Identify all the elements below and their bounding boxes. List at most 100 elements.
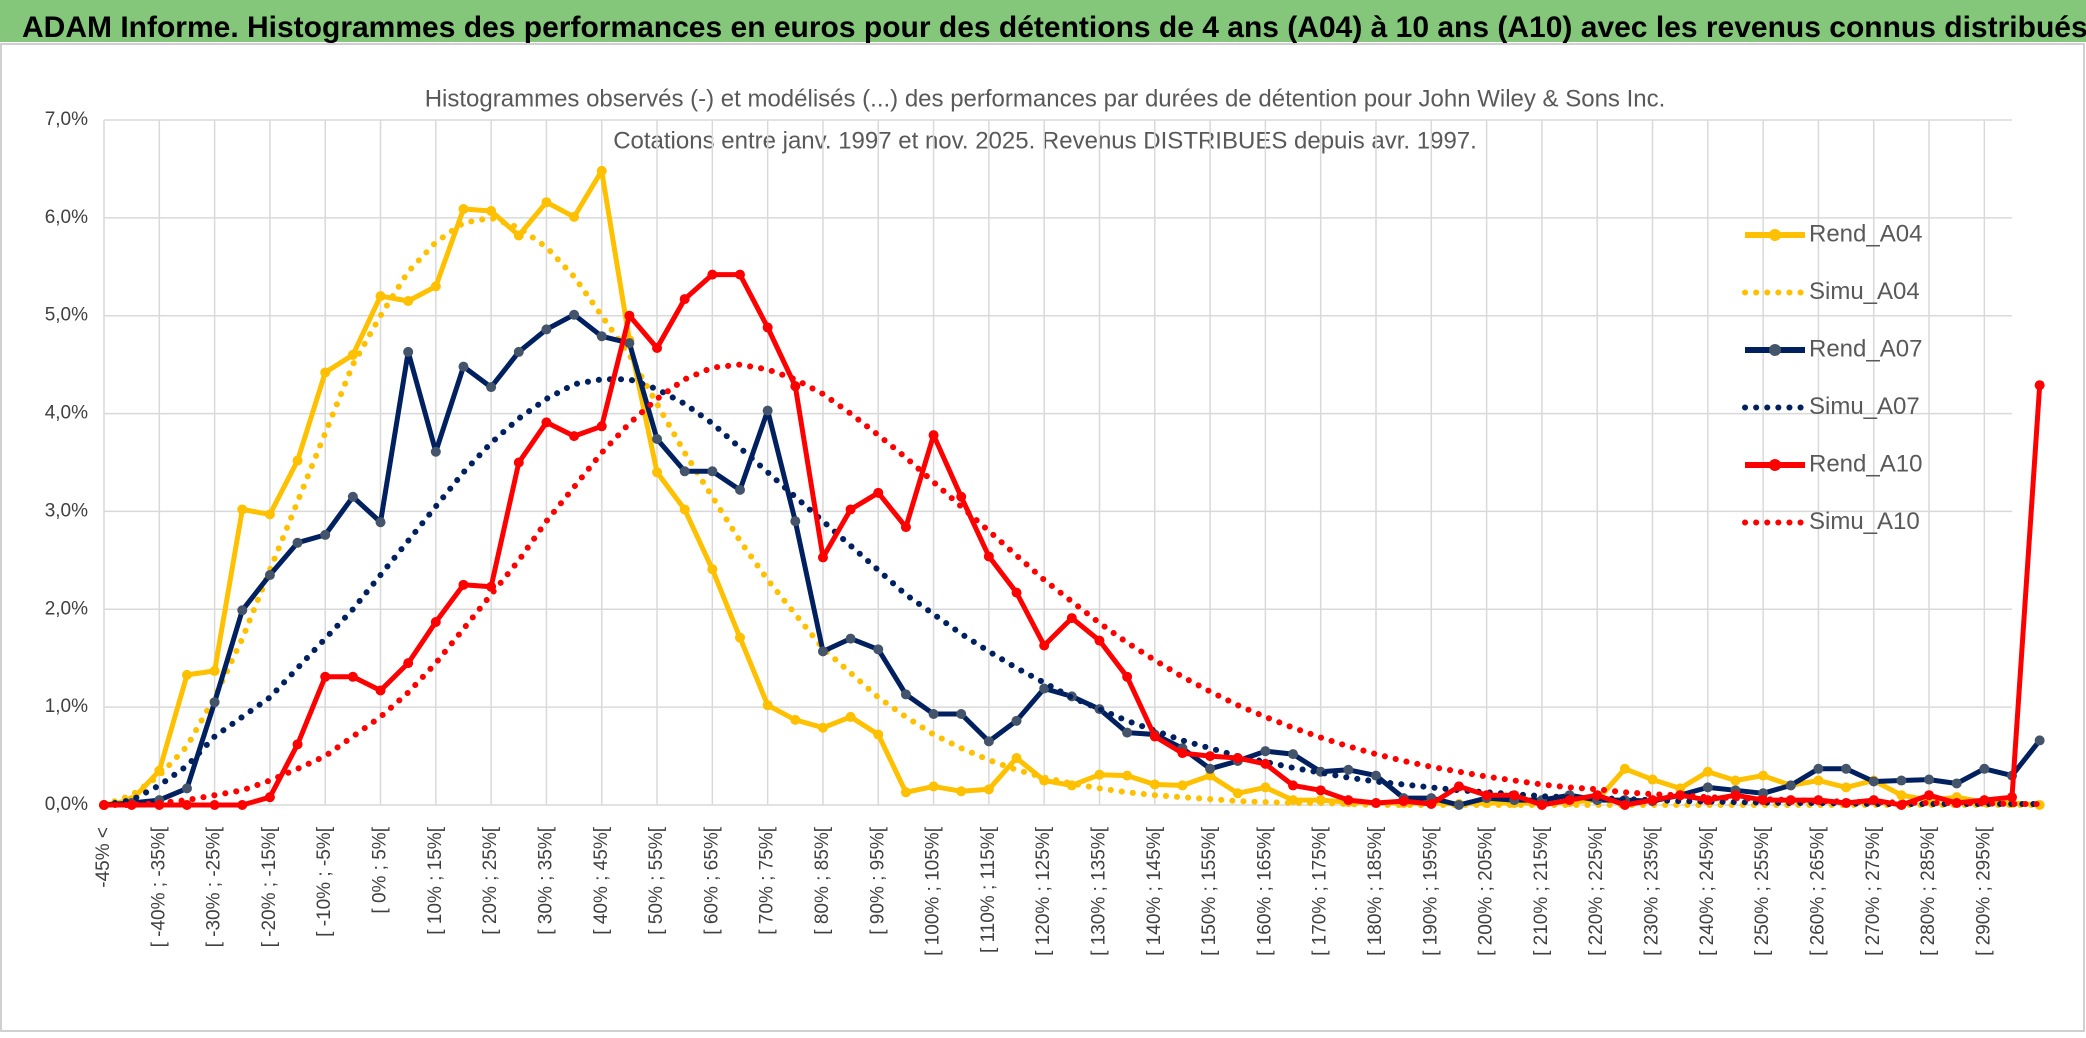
point	[1039, 683, 1050, 694]
x-tick-label: [ -30% ; -25%[	[204, 826, 225, 947]
point	[181, 800, 192, 810]
point	[1039, 640, 1050, 651]
point	[292, 455, 303, 466]
point	[486, 206, 497, 217]
legend-label: Simu_A10	[1809, 508, 1920, 535]
x-tick-label: [ 130% ; 135%[	[1088, 826, 1109, 956]
point	[1288, 749, 1299, 760]
point	[1702, 766, 1713, 777]
point	[1730, 775, 1741, 786]
x-tick-label: [ 40% ; 45%[	[591, 826, 612, 934]
point	[403, 346, 414, 357]
point	[1094, 769, 1105, 780]
point	[1813, 775, 1824, 786]
series-line	[101, 214, 2043, 808]
point	[845, 633, 856, 644]
point	[707, 269, 718, 280]
x-tick-label: [ 190% ; 195%[	[1420, 826, 1441, 956]
point	[735, 269, 745, 280]
point	[1122, 671, 1133, 682]
point	[900, 689, 911, 700]
x-tick-label: [ 170% ; 175%[	[1310, 826, 1331, 956]
point	[1288, 780, 1299, 791]
point	[1758, 770, 1769, 781]
point	[486, 382, 497, 393]
point	[347, 671, 358, 682]
point	[790, 714, 801, 725]
point	[1011, 715, 1022, 726]
point	[983, 736, 994, 747]
x-tick-label: [ 290% ; 295%[	[1973, 826, 1994, 956]
point	[569, 211, 580, 222]
point	[679, 466, 690, 477]
legend-marker	[1769, 459, 1781, 471]
point	[956, 786, 967, 797]
chart-frame	[0, 43, 2085, 1032]
point	[652, 343, 663, 354]
legend-label: Simu_A04	[1809, 278, 1920, 305]
point	[928, 708, 939, 719]
point	[900, 787, 911, 798]
point	[1481, 790, 1492, 801]
point	[375, 517, 386, 528]
point	[541, 197, 552, 208]
point	[541, 417, 552, 428]
point	[292, 739, 303, 750]
point	[513, 230, 524, 241]
point	[1564, 795, 1575, 806]
point	[320, 529, 331, 540]
point	[264, 509, 275, 520]
point	[1260, 782, 1271, 793]
point	[873, 644, 884, 655]
point	[430, 446, 441, 457]
point	[347, 491, 358, 502]
point	[762, 322, 773, 333]
point	[1453, 781, 1464, 792]
point	[1647, 795, 1658, 806]
x-tick-label: [ 160% ; 165%[	[1254, 826, 1275, 956]
point	[1177, 780, 1188, 791]
point	[1536, 800, 1547, 810]
point	[1426, 799, 1437, 810]
point	[928, 430, 939, 441]
legend-marker	[1769, 344, 1781, 356]
point	[1398, 796, 1409, 807]
x-tick-label: [ 50% ; 55%[	[646, 826, 667, 934]
point	[596, 421, 607, 432]
y-tick-label: 5,0%	[45, 305, 88, 326]
point	[1122, 770, 1133, 781]
chart-subtitle: Cotations entre janv. 1997 et nov. 2025.…	[613, 127, 1477, 154]
point	[1647, 774, 1658, 785]
point	[735, 484, 745, 495]
point	[1149, 779, 1160, 790]
point	[1205, 763, 1216, 774]
point	[2007, 792, 2017, 803]
x-tick-label: [ 270% ; 275%[	[1863, 826, 1884, 956]
point	[1702, 782, 1713, 793]
x-tick-label: -45% <	[93, 827, 114, 888]
x-tick-label: [ 30% ; 35%[	[535, 826, 556, 934]
x-tick-label: [ -40% ; -35%[	[148, 826, 169, 947]
x-tick-label: [ 280% ; 285%[	[1918, 826, 1939, 956]
y-tick-label: 2,0%	[45, 598, 88, 619]
point	[403, 296, 414, 307]
x-tick-label: [ -20% ; -15%[	[259, 826, 280, 947]
y-tick-label: 1,0%	[45, 696, 88, 717]
point	[1896, 790, 1907, 801]
point	[817, 646, 828, 657]
point	[458, 204, 469, 215]
point	[1951, 778, 1962, 789]
point	[1758, 788, 1769, 799]
point	[1619, 800, 1630, 810]
y-tick-label: 3,0%	[45, 500, 88, 521]
point	[679, 294, 690, 305]
point	[1205, 751, 1216, 762]
point	[237, 800, 248, 810]
legend-label: Rend_A07	[1809, 335, 1922, 362]
point	[983, 551, 994, 562]
x-tick-label: [ 80% ; 85%[	[812, 826, 833, 934]
point	[1592, 790, 1603, 801]
point	[181, 669, 192, 680]
point	[181, 783, 192, 794]
